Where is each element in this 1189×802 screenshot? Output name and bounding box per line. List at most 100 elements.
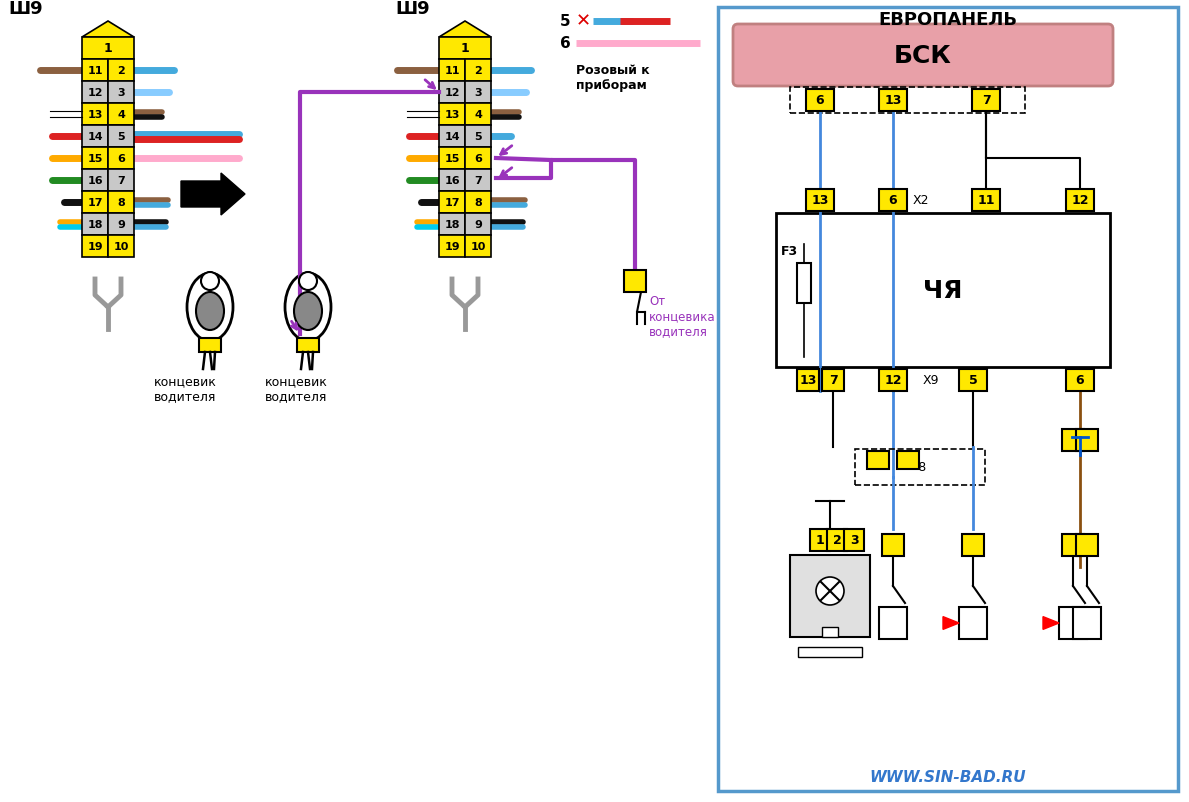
Text: 11: 11 bbox=[977, 194, 995, 207]
Bar bbox=[108, 236, 134, 257]
Text: 19: 19 bbox=[445, 241, 460, 252]
Text: 3: 3 bbox=[850, 534, 858, 547]
Text: 8: 8 bbox=[474, 198, 482, 208]
Text: *8: *8 bbox=[913, 461, 927, 474]
Text: 2: 2 bbox=[118, 66, 125, 76]
Bar bbox=[439, 60, 465, 82]
Text: 12: 12 bbox=[885, 374, 901, 387]
Bar bbox=[465, 214, 491, 236]
Text: 14: 14 bbox=[87, 132, 102, 142]
Bar bbox=[82, 38, 134, 60]
Text: 6: 6 bbox=[560, 36, 571, 51]
Text: 13: 13 bbox=[87, 110, 102, 119]
Bar bbox=[776, 214, 1111, 367]
Bar bbox=[465, 170, 491, 192]
Bar bbox=[465, 236, 491, 257]
Bar bbox=[1072, 607, 1101, 639]
Text: 14: 14 bbox=[445, 132, 460, 142]
Bar bbox=[439, 148, 465, 170]
Polygon shape bbox=[1043, 617, 1059, 630]
Bar bbox=[108, 82, 134, 104]
Text: 5: 5 bbox=[474, 132, 482, 142]
Text: X9: X9 bbox=[923, 374, 939, 387]
Bar bbox=[1067, 190, 1094, 212]
Bar bbox=[879, 190, 907, 212]
Bar bbox=[624, 270, 646, 293]
Text: F3: F3 bbox=[781, 245, 798, 257]
Text: 3: 3 bbox=[118, 88, 125, 98]
Bar bbox=[108, 126, 134, 148]
Text: 6: 6 bbox=[816, 95, 824, 107]
Bar bbox=[82, 148, 108, 170]
Text: Розовый к
приборам: Розовый к приборам bbox=[575, 64, 649, 92]
Text: 15: 15 bbox=[445, 154, 460, 164]
Text: 7: 7 bbox=[118, 176, 125, 186]
Text: 16: 16 bbox=[87, 176, 102, 186]
Text: 12: 12 bbox=[87, 88, 102, 98]
Text: 13: 13 bbox=[799, 374, 817, 387]
Bar bbox=[897, 452, 919, 469]
Bar bbox=[439, 214, 465, 236]
Bar bbox=[1062, 429, 1084, 452]
Circle shape bbox=[201, 273, 219, 290]
Text: 10: 10 bbox=[471, 241, 485, 252]
Bar bbox=[1059, 607, 1087, 639]
Bar bbox=[108, 148, 134, 170]
Text: ЕВРОПАНЕЛЬ: ЕВРОПАНЕЛЬ bbox=[879, 11, 1018, 29]
Text: От
концевика
водителя: От концевика водителя bbox=[649, 294, 716, 338]
Bar bbox=[960, 370, 987, 391]
Bar bbox=[810, 529, 830, 551]
FancyBboxPatch shape bbox=[732, 25, 1113, 87]
Text: 17: 17 bbox=[87, 198, 102, 208]
Bar bbox=[465, 82, 491, 104]
Bar bbox=[108, 170, 134, 192]
Bar bbox=[971, 90, 1000, 111]
Bar bbox=[844, 529, 864, 551]
Text: 16: 16 bbox=[445, 176, 460, 186]
Bar bbox=[882, 534, 904, 557]
Bar bbox=[867, 452, 889, 469]
Bar bbox=[82, 60, 108, 82]
Text: 11: 11 bbox=[87, 66, 102, 76]
Ellipse shape bbox=[196, 293, 224, 330]
Polygon shape bbox=[943, 617, 960, 630]
Text: 7: 7 bbox=[829, 374, 837, 387]
Text: 10: 10 bbox=[113, 241, 128, 252]
Bar bbox=[82, 192, 108, 214]
Text: 18: 18 bbox=[87, 220, 102, 229]
Text: 1: 1 bbox=[103, 43, 113, 55]
Bar bbox=[108, 60, 134, 82]
Bar bbox=[797, 370, 819, 391]
Text: 5: 5 bbox=[118, 132, 125, 142]
Bar bbox=[439, 126, 465, 148]
Bar bbox=[465, 192, 491, 214]
Bar bbox=[828, 529, 847, 551]
Text: 9: 9 bbox=[474, 220, 482, 229]
Bar bbox=[439, 236, 465, 257]
Text: 6: 6 bbox=[888, 194, 898, 207]
Bar bbox=[960, 607, 987, 639]
Circle shape bbox=[816, 577, 844, 606]
Bar bbox=[82, 214, 108, 236]
Circle shape bbox=[298, 273, 317, 290]
Bar bbox=[1067, 370, 1094, 391]
Bar bbox=[439, 104, 465, 126]
Bar bbox=[806, 190, 833, 212]
Bar bbox=[879, 607, 907, 639]
Polygon shape bbox=[82, 22, 134, 38]
Bar bbox=[971, 190, 1000, 212]
Bar bbox=[797, 264, 811, 304]
Text: 5: 5 bbox=[560, 14, 571, 30]
Text: 17: 17 bbox=[445, 198, 460, 208]
Bar bbox=[439, 170, 465, 192]
Text: 15: 15 bbox=[87, 154, 102, 164]
Ellipse shape bbox=[294, 293, 322, 330]
Bar bbox=[82, 236, 108, 257]
Text: 1: 1 bbox=[816, 534, 824, 547]
Text: 12: 12 bbox=[1071, 194, 1089, 207]
Bar bbox=[806, 90, 833, 111]
Text: 6: 6 bbox=[117, 154, 125, 164]
Text: 3: 3 bbox=[474, 88, 482, 98]
Bar bbox=[465, 60, 491, 82]
Bar bbox=[297, 338, 319, 353]
